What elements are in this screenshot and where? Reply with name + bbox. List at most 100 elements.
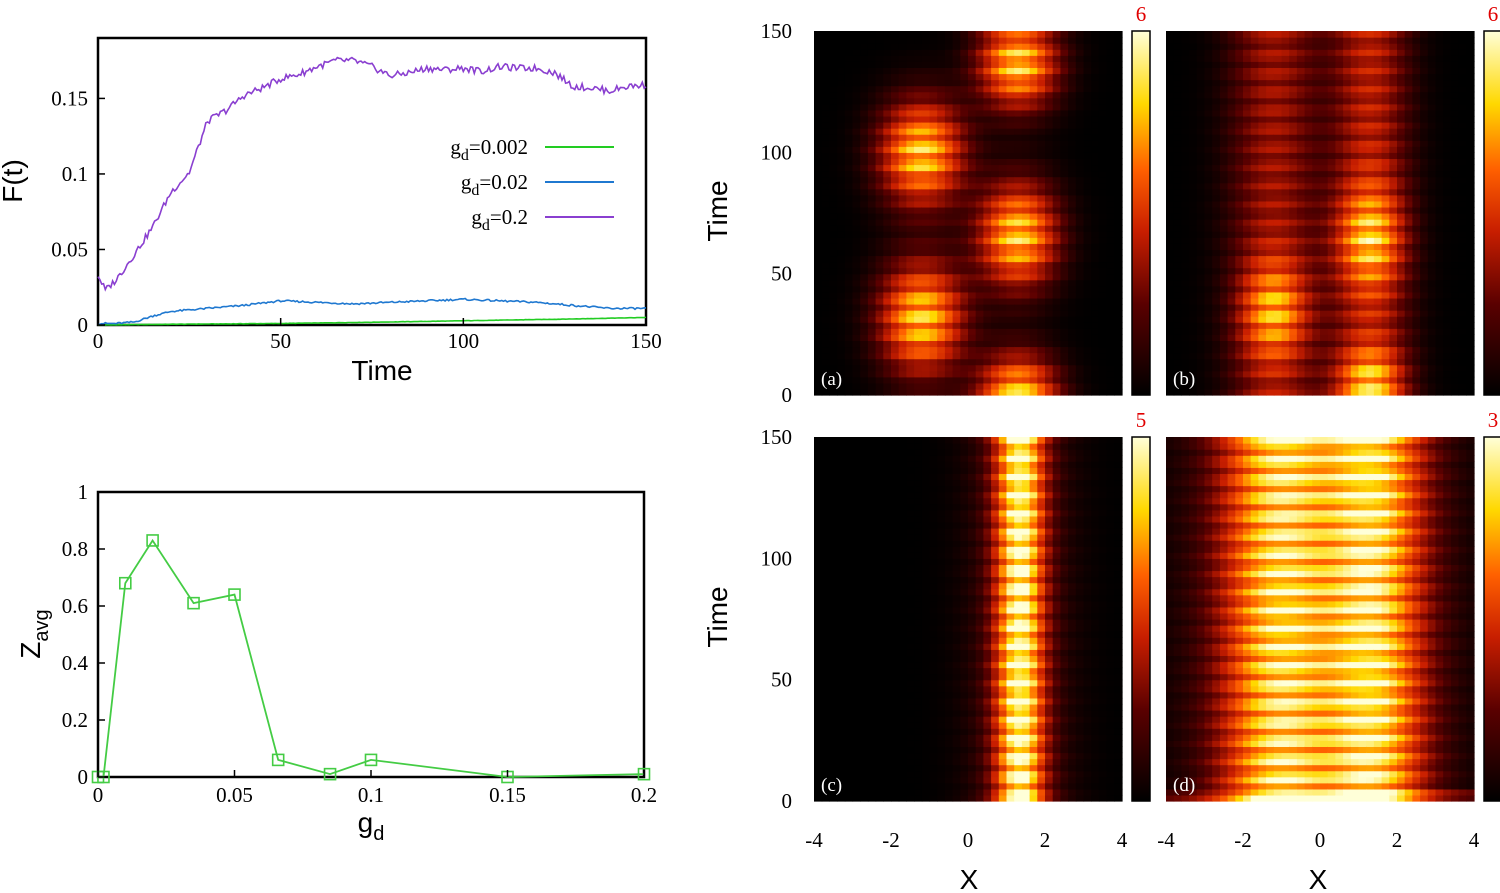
heatmap-cell xyxy=(1204,158,1213,166)
heatmap-cell xyxy=(1281,376,1290,384)
heatmap-cell xyxy=(1021,85,1031,93)
heatmap-cell xyxy=(1166,103,1175,111)
heatmap-cell xyxy=(1014,249,1023,257)
heatmap-cell xyxy=(1045,73,1054,81)
heatmap-cell xyxy=(1312,364,1321,372)
heatmap-cell xyxy=(1350,237,1360,244)
heatmap-cell xyxy=(1397,261,1406,269)
heatmap-cell xyxy=(1068,249,1077,257)
heatmap-cell xyxy=(937,364,946,372)
heatmap-cell xyxy=(1037,146,1046,153)
heatmap-cell xyxy=(1427,370,1437,378)
heatmap-cell xyxy=(1335,158,1344,166)
heatmap-cell xyxy=(860,370,869,378)
heatmap-cell xyxy=(1266,213,1275,220)
heatmap-cell xyxy=(1366,194,1375,202)
heatmap-cell xyxy=(1052,31,1061,38)
heatmap-cell xyxy=(1189,206,1198,214)
heatmap-cell xyxy=(1273,122,1283,129)
heatmap-cell xyxy=(1196,340,1206,348)
heatmap-cell xyxy=(1189,97,1198,105)
heatmap-cell xyxy=(1327,219,1336,226)
heatmap-cell xyxy=(991,334,1000,341)
heatmap-cell xyxy=(1227,122,1236,129)
heatmap-cell xyxy=(1114,170,1123,178)
ft-legend-label-2: gd=0.2 xyxy=(471,205,528,234)
heatmap-cell xyxy=(1250,140,1259,147)
heatmap-cell xyxy=(1296,91,1306,99)
heatmap-cell xyxy=(1358,182,1367,190)
heatmap-cell xyxy=(1189,170,1198,178)
heatmap-cell xyxy=(852,128,861,135)
heatmap-cell xyxy=(1227,140,1236,147)
heatmap-cell xyxy=(1320,31,1329,38)
heatmap-cell xyxy=(814,788,823,796)
heatmap-cell xyxy=(968,273,977,281)
heatmap-cell xyxy=(1273,67,1283,75)
heatmap-cell xyxy=(1258,188,1267,196)
heatmap-cell xyxy=(1289,188,1298,196)
heatmap-cell xyxy=(921,219,931,226)
heatmap-cell xyxy=(1181,158,1190,166)
heatmap-cell xyxy=(1289,328,1298,335)
heatmap-cell xyxy=(1343,273,1352,281)
heatmap-cell xyxy=(1420,109,1429,117)
heatmap-cell xyxy=(929,115,938,123)
heatmap-cell xyxy=(1075,85,1085,93)
heatmap-cell xyxy=(1466,55,1475,62)
heatmap-cell xyxy=(1037,304,1046,311)
heatmap-cell xyxy=(1075,249,1085,257)
heatmap-cell xyxy=(921,43,931,50)
heatmap-cell xyxy=(837,267,846,275)
heatmap-cell xyxy=(1114,37,1123,44)
heatmap-cell xyxy=(860,146,869,153)
heatmap-cell xyxy=(1068,43,1077,50)
heatmap-cell xyxy=(1075,267,1085,275)
heatmap-cell xyxy=(1091,67,1100,75)
heatmap-cell xyxy=(960,134,969,141)
heatmap-cell xyxy=(1296,388,1306,396)
heatmap-cell xyxy=(1181,352,1190,360)
heatmap-cell xyxy=(1381,297,1390,305)
heatmap-cell xyxy=(960,255,969,263)
heatmap-cell xyxy=(1014,322,1023,329)
heatmap-cell xyxy=(1014,213,1023,220)
heatmap-cell xyxy=(814,194,823,202)
heatmap-cell xyxy=(937,103,946,111)
heatmap-cell xyxy=(1052,200,1061,208)
heatmap-cell xyxy=(860,304,869,311)
heatmap-cell xyxy=(960,206,969,214)
heatmap-cell xyxy=(1281,358,1290,366)
heatmap-cell xyxy=(975,304,984,311)
heatmap-cell xyxy=(944,97,954,105)
heatmap-cell xyxy=(891,140,900,147)
heatmap-cell xyxy=(1466,364,1475,372)
heatmap-cell xyxy=(921,109,931,117)
heatmap-cell xyxy=(1098,364,1108,372)
heatmap-cell xyxy=(1435,304,1444,311)
heatmap-cell xyxy=(1366,170,1375,178)
heatmap-cell xyxy=(829,328,838,335)
heatmap-cell xyxy=(1273,200,1283,208)
heatmap-cell xyxy=(1250,213,1259,220)
heatmap-cell xyxy=(883,188,892,196)
heatmap-cell xyxy=(1350,304,1360,311)
heatmap-cell xyxy=(1037,170,1046,178)
heatmap-cell xyxy=(906,285,915,293)
heatmap-cell xyxy=(1289,231,1298,238)
heatmap-cell xyxy=(914,340,923,348)
heatmap-cell xyxy=(1466,85,1475,93)
heatmap-cell xyxy=(891,194,900,202)
heatmap-cell xyxy=(844,103,854,111)
heatmap-cell xyxy=(1335,176,1344,184)
heatmap-cell xyxy=(1068,73,1077,81)
heatmap-cell xyxy=(1320,255,1329,263)
heatmap-cell xyxy=(975,128,984,135)
heatmap-cell xyxy=(1273,109,1283,117)
heatmap-cell xyxy=(1021,231,1031,238)
heatmap-cell xyxy=(1166,122,1175,129)
heatmap-cell xyxy=(829,140,838,147)
heatmap-cell xyxy=(1443,279,1452,287)
heatmap-cell xyxy=(837,164,846,172)
heatmap-cell xyxy=(1427,297,1437,305)
